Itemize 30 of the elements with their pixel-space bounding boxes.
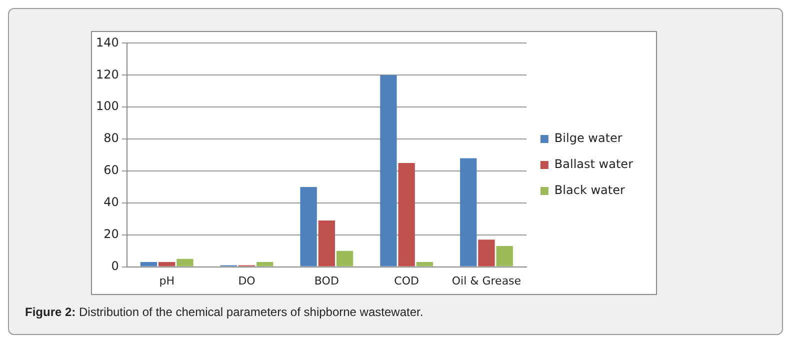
- x-tick-label: Oil & Grease: [452, 274, 522, 288]
- y-tick-label: 140: [96, 35, 119, 50]
- bar: [176, 258, 194, 266]
- x-tick-label: DO: [238, 274, 256, 288]
- y-tick-label: 100: [96, 99, 119, 114]
- bar: [300, 186, 317, 266]
- bar: [380, 75, 397, 266]
- y-tick-label: 60: [104, 163, 119, 178]
- x-tick-label: BOD: [314, 274, 339, 288]
- legend-label: Ballast water: [554, 157, 634, 172]
- y-tick-label: 40: [104, 195, 119, 210]
- bar: [478, 240, 495, 266]
- bar: [336, 250, 354, 266]
- bar: [460, 158, 477, 266]
- legend-label: Bilge water: [554, 131, 622, 146]
- bar: [416, 262, 434, 266]
- y-tick-label: 80: [104, 131, 119, 146]
- x-tick-label: pH: [159, 274, 174, 288]
- legend-label: Black water: [554, 183, 625, 198]
- bar: [256, 262, 274, 266]
- bar: [398, 162, 415, 266]
- bar: [496, 246, 513, 266]
- y-tick-label: 120: [96, 67, 119, 82]
- y-tick-label: 20: [104, 226, 119, 241]
- caption: Figure 2: Distribution of the chemical parameters of shipborne wastewater.: [25, 305, 424, 319]
- bar: [318, 220, 335, 266]
- bar: [140, 262, 158, 266]
- x-tick-label: COD: [394, 274, 419, 288]
- y-tick-label: 0: [111, 258, 119, 273]
- bar: [158, 262, 176, 266]
